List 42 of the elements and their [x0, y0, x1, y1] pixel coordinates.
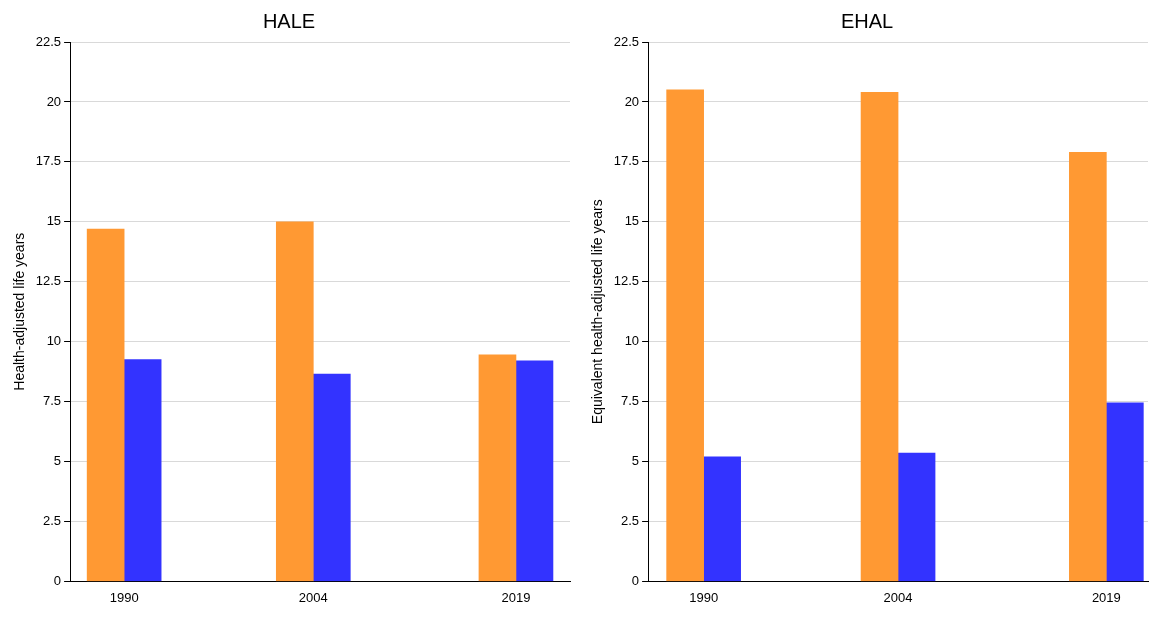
bar: [703, 456, 741, 582]
chart-title: HALE: [262, 9, 316, 32]
x-tick-label: 1990: [109, 589, 139, 605]
bar: [86, 228, 125, 582]
y-tick-label: 15: [624, 213, 640, 229]
bar: [123, 359, 162, 582]
bar: [860, 92, 899, 582]
bar: [666, 89, 704, 582]
y-tick-label: 20: [46, 93, 62, 109]
bar: [312, 373, 351, 582]
bar: [515, 360, 554, 582]
bar: [897, 452, 936, 582]
y-axis-title: Health-adjusted life years: [11, 232, 28, 391]
y-tick-label: 7.5: [621, 393, 640, 409]
y-axis-title: Equivalent health-adjusted life years: [589, 199, 606, 425]
x-tick-label: 2004: [298, 589, 328, 605]
chart-title: EHAL: [840, 9, 894, 32]
y-tick-label: 2.5: [621, 513, 640, 529]
y-tick-label: 12.5: [613, 273, 640, 289]
y-tick-label: 15: [46, 213, 62, 229]
y-tick-label: 10: [624, 333, 640, 349]
bar: [1069, 151, 1107, 582]
y-tick-label: 5: [631, 453, 640, 469]
y-tick-label: 7.5: [43, 393, 62, 409]
y-tick-label: 22.5: [613, 33, 640, 49]
y-tick-label: 12.5: [35, 273, 62, 289]
x-tick-label: 1990: [689, 589, 719, 605]
y-tick-label: 20: [624, 93, 640, 109]
bar: [1106, 402, 1144, 582]
y-tick-label: 0: [631, 572, 640, 588]
y-tick-label: 5: [53, 453, 62, 469]
bar: [275, 221, 314, 582]
x-tick-label: 2019: [1091, 589, 1121, 605]
x-tick-label: 2004: [883, 589, 913, 605]
y-tick-label: 2.5: [43, 513, 62, 529]
y-tick-label: 10: [46, 333, 62, 349]
y-tick-label: 17.5: [613, 153, 640, 169]
y-tick-label: 22.5: [35, 33, 62, 49]
bar: [478, 354, 517, 582]
y-tick-label: 0: [53, 572, 62, 588]
y-tick-label: 17.5: [35, 153, 62, 169]
x-tick-label: 2019: [501, 589, 531, 605]
